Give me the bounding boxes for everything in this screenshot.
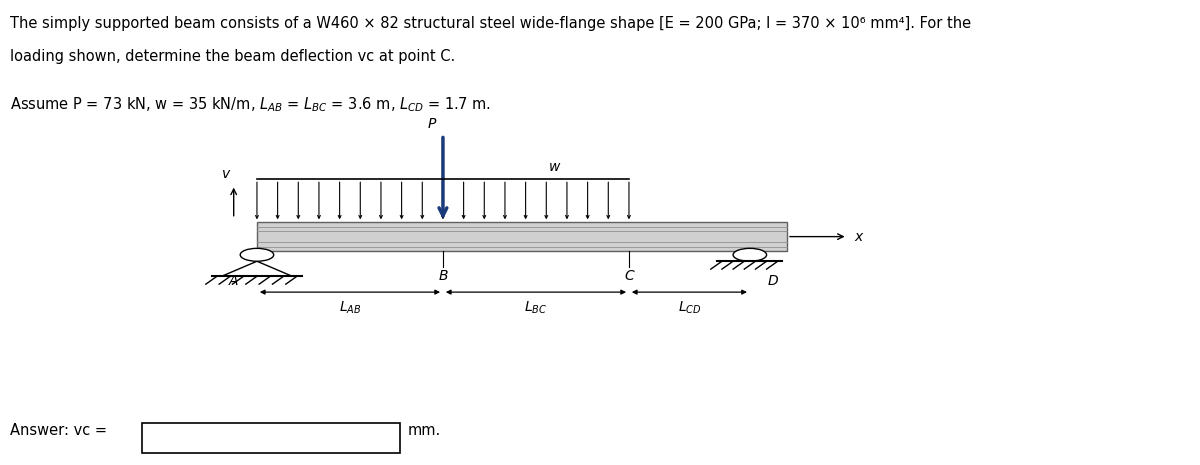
- Text: $L_{AB}$: $L_{AB}$: [338, 299, 361, 316]
- Text: B: B: [438, 269, 448, 283]
- Text: D: D: [768, 274, 779, 288]
- Polygon shape: [257, 222, 787, 251]
- Text: x: x: [854, 230, 863, 244]
- Text: mm.: mm.: [408, 423, 442, 438]
- Text: C: C: [624, 269, 634, 283]
- Text: w: w: [548, 160, 560, 174]
- Text: The simply supported beam consists of a W460 × 82 structural steel wide-flange s: The simply supported beam consists of a …: [10, 16, 971, 31]
- Text: $L_{BC}$: $L_{BC}$: [524, 299, 547, 316]
- Polygon shape: [222, 261, 293, 276]
- Text: Assume P = 73 kN, w = 35 kN/m, $L_{AB}$ = $L_{BC}$ = 3.6 m, $L_{CD}$ = 1.7 m.: Assume P = 73 kN, w = 35 kN/m, $L_{AB}$ …: [10, 95, 491, 114]
- Text: $L_{CD}$: $L_{CD}$: [678, 299, 701, 316]
- Text: v: v: [222, 167, 230, 181]
- Text: P: P: [427, 117, 436, 131]
- Circle shape: [733, 248, 767, 261]
- Text: Answer: vᴄ =: Answer: vᴄ =: [10, 423, 107, 438]
- Text: A: A: [229, 274, 239, 288]
- Circle shape: [240, 248, 274, 261]
- Text: loading shown, determine the beam deflection vᴄ at point C.: loading shown, determine the beam deflec…: [10, 49, 455, 64]
